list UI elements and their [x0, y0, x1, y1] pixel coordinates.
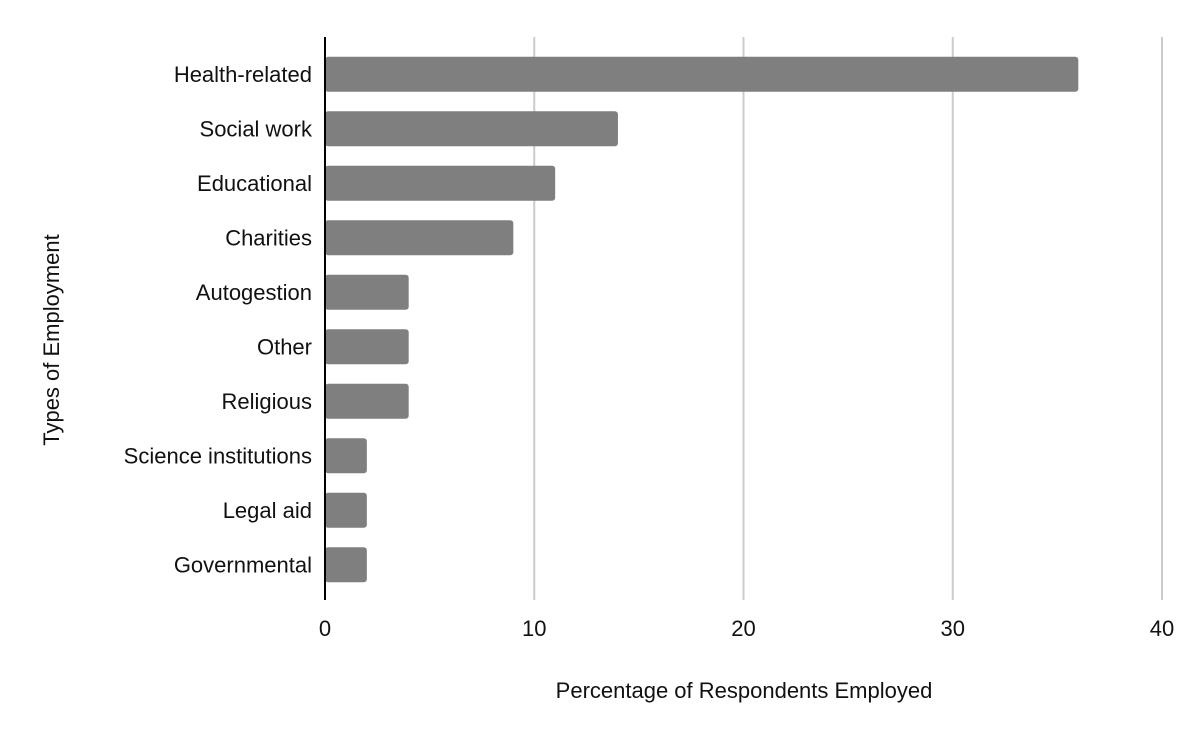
bar-0 [325, 56, 1079, 92]
category-labels: Health-related Social work Educational Char… [124, 62, 313, 578]
category-label-5: Other [257, 334, 312, 359]
bar-3 [325, 220, 514, 256]
category-label-6: Religious [222, 389, 313, 414]
category-label-8: Legal aid [223, 498, 312, 523]
bar-1 [325, 111, 618, 147]
bar-7 [325, 438, 367, 474]
bar-5 [325, 329, 409, 365]
x-axis-title: Percentage of Respondents Employed [556, 678, 933, 703]
category-label-2: Educational [197, 171, 312, 196]
bar-4 [325, 274, 409, 310]
bar-2 [325, 165, 556, 201]
gridlines [533, 37, 1163, 600]
category-label-7: Science institutions [124, 443, 312, 468]
x-tick-label-4: 40 [1150, 616, 1174, 641]
category-label-4: Autogestion [196, 280, 312, 305]
category-label-3: Charities [225, 225, 312, 250]
x-tick-label-0: 0 [319, 616, 331, 641]
bar-6 [325, 383, 409, 419]
x-tick-label-1: 10 [522, 616, 546, 641]
bar-8 [325, 492, 367, 528]
bar-9 [325, 547, 367, 583]
category-label-1: Social work [200, 116, 313, 141]
y-axis-title: Types of Employment [39, 234, 64, 446]
category-label-0: Health-related [174, 62, 312, 87]
x-tick-labels: 0 10 20 30 40 [319, 616, 1174, 641]
x-tick-label-3: 30 [941, 616, 965, 641]
x-tick-label-2: 20 [731, 616, 755, 641]
bars [325, 56, 1079, 583]
category-label-9: Governmental [174, 552, 312, 577]
